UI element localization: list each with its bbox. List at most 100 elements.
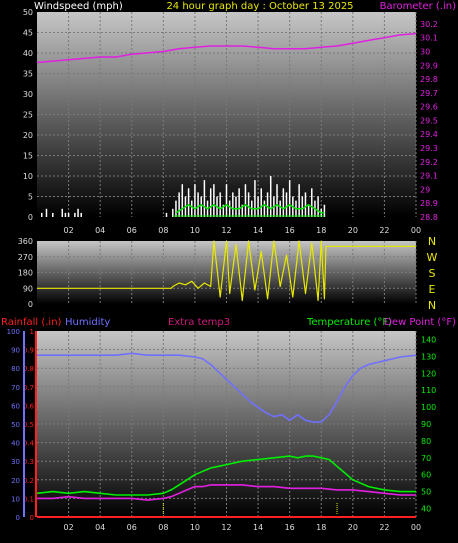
x-tick-label: 22 — [379, 523, 389, 532]
compass-label: E — [429, 283, 436, 296]
barometer-tick-label: 29.8 — [420, 75, 438, 84]
temperature-tick-label: 140 — [421, 335, 436, 344]
dew-point-axis-label: Dew Point (°F) — [384, 317, 456, 328]
rainfall-tick-label: 0.4 — [23, 440, 35, 448]
direction-tick-label: 360 — [18, 237, 33, 246]
humidity-tick-label: 10 — [11, 495, 20, 503]
wind-direction-line — [37, 240, 416, 302]
barometer-tick-label: 29.2 — [420, 158, 438, 167]
temperature-axis-label: Temperature (°F) — [306, 317, 392, 328]
temperature-tick-label: 50 — [421, 488, 431, 497]
x-tick-label: 04 — [95, 523, 105, 532]
compass-label: N — [428, 299, 436, 312]
temperature-tick-label: 100 — [421, 403, 436, 412]
humidity-tick-label: 30 — [11, 458, 20, 466]
rainfall-tick-label: 0.8 — [23, 365, 34, 373]
wind-average-line — [175, 203, 325, 214]
rainfall-tick-label: 0.3 — [23, 458, 34, 466]
x-tick-label: 00 — [411, 523, 421, 532]
barometer-tick-label: 29 — [420, 185, 430, 194]
x-tick-label: 18 — [316, 523, 326, 532]
barometer-tick-label: 29.4 — [420, 130, 438, 139]
temperature-tick-label: 70 — [421, 454, 431, 463]
barometer-tick-label: 29.7 — [420, 89, 438, 98]
x-tick-label: 06 — [127, 523, 137, 532]
temperature-tick-label: 40 — [421, 505, 431, 514]
rainfall-tick-label: 0.5 — [23, 421, 34, 429]
rainfall-axis-label: Rainfall (.in) — [1, 317, 62, 328]
rainfall-tick-label: 0.6 — [23, 402, 35, 410]
humidity-tick-label: 70 — [11, 384, 20, 392]
x-tick-label: 20 — [348, 226, 358, 235]
compass-label: N — [428, 235, 436, 248]
direction-tick-label: 270 — [18, 253, 33, 262]
wind-tick-label: 5 — [28, 193, 33, 202]
x-tick-label: 00 — [411, 226, 421, 235]
humidity-tick-label: 0 — [16, 514, 20, 522]
humidity-line — [37, 352, 417, 423]
x-tick-label: 16 — [285, 523, 295, 532]
wind-tick-label: 20 — [23, 131, 33, 140]
temperature-tick-label: 60 — [421, 471, 431, 480]
compass-label: S — [429, 267, 436, 280]
humidity-tick-label: 40 — [11, 440, 20, 448]
barometer-axis-label: Barometer (.in) — [380, 1, 456, 12]
temperature-tick-label: 80 — [421, 437, 431, 446]
wind-tick-label: 25 — [23, 111, 33, 120]
x-tick-label: 04 — [95, 226, 105, 235]
humidity-tick-label: 60 — [11, 402, 20, 410]
barometer-tick-label: 29.6 — [420, 103, 438, 112]
barometer-tick-label: 30.1 — [420, 34, 438, 43]
barometer-line — [36, 32, 417, 64]
rainfall-tick-label: 0.2 — [23, 477, 34, 485]
x-tick-label: 06 — [127, 226, 137, 235]
x-tick-label: 02 — [63, 226, 73, 235]
wind-tick-label: 40 — [23, 49, 33, 58]
temperature-tick-label: 130 — [421, 352, 436, 361]
rainfall-tick-label: 0.1 — [23, 495, 34, 503]
humidity-tick-label: 100 — [7, 328, 20, 336]
x-tick-label: 12 — [221, 226, 231, 235]
temperature-line — [36, 455, 416, 496]
x-tick-label: 08 — [158, 523, 168, 532]
barometer-tick-label: 29.9 — [420, 61, 438, 70]
barometer-tick-label: 28.9 — [420, 199, 438, 208]
humidity-tick-label: 80 — [11, 365, 20, 373]
wind-tick-label: 45 — [23, 29, 33, 38]
barometer-tick-label: 29.1 — [420, 172, 438, 181]
x-tick-label: 10 — [190, 226, 200, 235]
rainfall-tick-label: 0.9 — [23, 347, 34, 355]
x-tick-label: 14 — [253, 523, 263, 532]
rainfall-tick-label: 0.7 — [23, 384, 34, 392]
humidity-tick-label: 20 — [11, 477, 20, 485]
wind-tick-label: 30 — [23, 90, 33, 99]
barometer-tick-label: 28.8 — [420, 213, 438, 222]
barometer-tick-label: 29.5 — [420, 116, 438, 125]
x-tick-label: 08 — [158, 226, 168, 235]
rainfall-tick-label: 0 — [30, 514, 34, 522]
barometer-tick-label: 30.2 — [420, 20, 438, 29]
compass-label: W — [427, 251, 438, 264]
temperature-tick-label: 120 — [421, 369, 436, 378]
humidity-temperature-panel: 0 10 20 30 40 50 60 70 80 90 100 0 0.1 0.2 0.3 0.4 0.5 0.… — [7, 328, 437, 532]
extra-temp-label: Extra temp3 — [168, 317, 230, 328]
x-tick-label: 16 — [285, 226, 295, 235]
x-tick-label: 22 — [379, 226, 389, 235]
x-tick-label: 18 — [316, 226, 326, 235]
x-tick-label: 20 — [348, 523, 358, 532]
temperature-tick-label: 110 — [421, 386, 436, 395]
x-tick-label: 02 — [63, 523, 73, 532]
chart-title: 24 hour graph day : October 13 2025 — [166, 1, 353, 12]
wind-tick-label: 35 — [23, 70, 33, 79]
humidity-tick-label: 90 — [11, 347, 20, 355]
direction-tick-label: 180 — [18, 269, 33, 278]
barometer-tick-label: 29.3 — [420, 144, 438, 153]
wind-barometer-panel: 0 5 10 15 20 25 30 35 40 45 50 28.8 28.9 29 29.1 29.2 29… — [23, 8, 438, 235]
windspeed-axis-label: Windspeed (mph) — [34, 1, 123, 12]
direction-tick-label: 90 — [23, 284, 33, 293]
x-tick-label: 12 — [221, 523, 231, 532]
barometer-tick-label: 30 — [420, 47, 430, 56]
wind-tick-label: 15 — [23, 152, 33, 161]
